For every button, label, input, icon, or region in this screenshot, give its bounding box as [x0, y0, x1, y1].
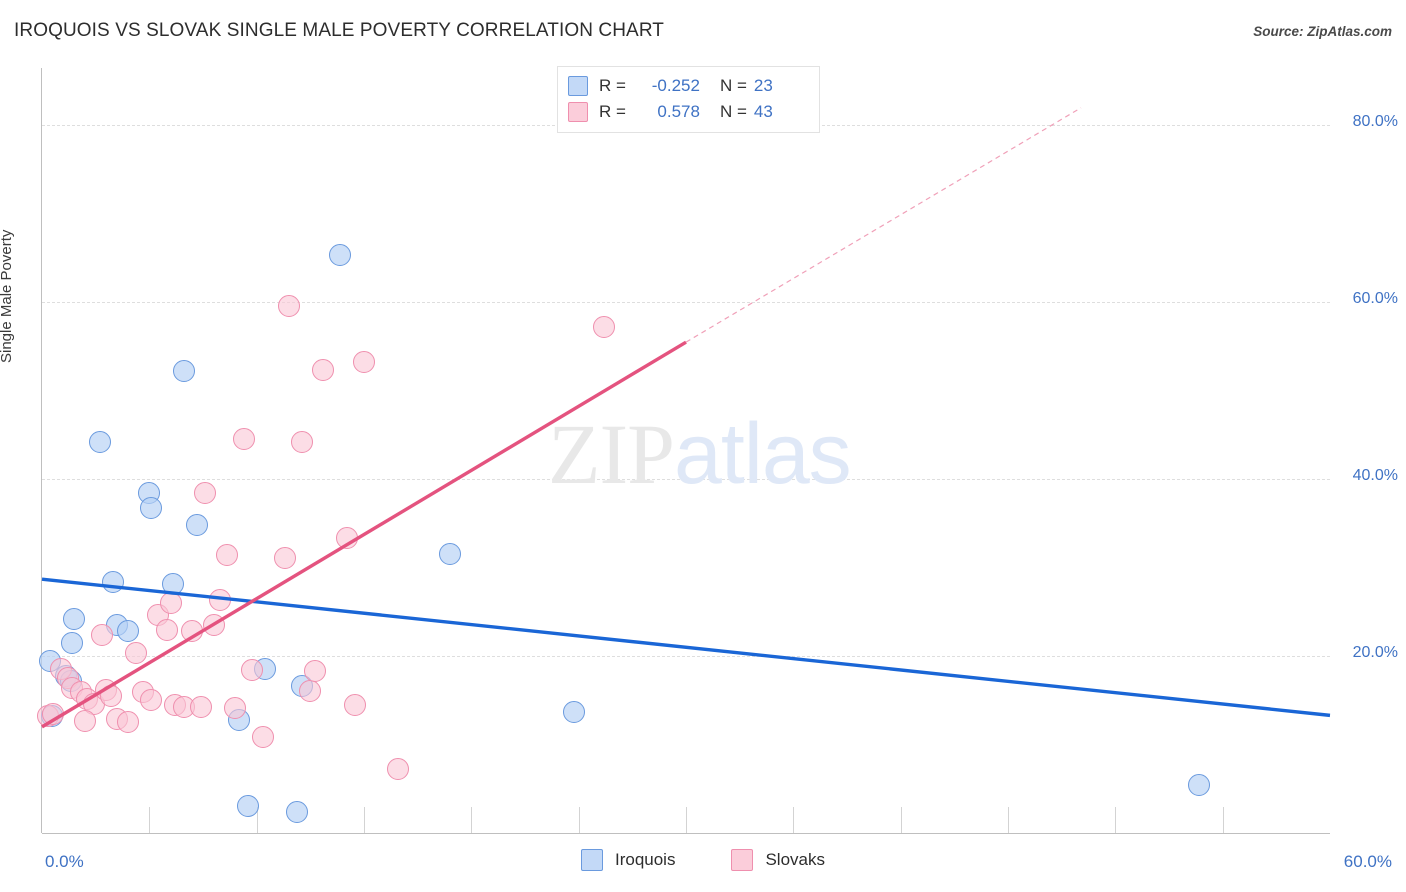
- data-point-slovaks[interactable]: [593, 316, 616, 339]
- x-axis-tick: [686, 807, 687, 833]
- data-point-iroquois[interactable]: [88, 431, 111, 454]
- stats-r-value-iroquois: -0.252: [651, 76, 700, 95]
- x-axis-tick: [900, 807, 902, 833]
- data-point-slovaks[interactable]: [181, 620, 204, 643]
- data-point-slovaks[interactable]: [273, 546, 296, 569]
- stats-n-value-iroquois: 23: [753, 76, 773, 95]
- x-axis-line: [42, 833, 1330, 834]
- data-point-iroquois[interactable]: [438, 542, 461, 565]
- data-point-slovaks[interactable]: [299, 680, 322, 703]
- x-axis-tick: [256, 807, 258, 833]
- trend-line-iroquois: [41, 577, 1331, 718]
- legend-label-slovaks: Slovaks: [765, 850, 825, 869]
- swatch-slovaks-icon: [568, 102, 588, 122]
- data-point-iroquois[interactable]: [237, 795, 260, 818]
- legend-item-slovaks[interactable]: Slovaks: [731, 849, 825, 871]
- legend-swatch-slovaks-icon: [731, 849, 754, 871]
- stats-n-value-slovaks: 43: [753, 102, 773, 121]
- data-point-slovaks[interactable]: [335, 526, 358, 549]
- stats-row-slovaks: R = 0.578 N = 43: [568, 99, 809, 125]
- data-point-slovaks[interactable]: [99, 684, 122, 707]
- series-legend: Iroquois Slovaks: [0, 849, 1406, 871]
- plot-area: [37, 68, 1331, 833]
- legend-swatch-iroquois-icon: [580, 849, 603, 871]
- data-point-iroquois[interactable]: [172, 360, 195, 383]
- trend-line-slovaks: [41, 340, 687, 729]
- data-point-slovaks[interactable]: [155, 618, 178, 641]
- y-tick-label: 40.0%: [1352, 467, 1398, 485]
- x-axis-tick: [1008, 807, 1009, 833]
- data-point-iroquois[interactable]: [63, 607, 86, 630]
- x-axis-tick: [471, 807, 473, 833]
- gridline: [42, 656, 1330, 658]
- x-tick-label-max: 60.0%: [1343, 852, 1392, 871]
- data-point-iroquois[interactable]: [563, 700, 586, 723]
- legend-label-iroquois: Iroquois: [614, 850, 676, 869]
- data-point-slovaks[interactable]: [215, 544, 238, 567]
- y-tick-label: 20.0%: [1352, 644, 1398, 662]
- x-axis-tick: [1115, 807, 1117, 833]
- data-point-slovaks[interactable]: [189, 696, 212, 719]
- correlation-stats-box: R = -0.252 N = 23 R = 0.578 N = 43: [557, 66, 820, 133]
- data-point-slovaks[interactable]: [353, 350, 375, 373]
- data-point-slovaks[interactable]: [125, 642, 148, 665]
- stats-r-label-iroquois: R =: [599, 76, 626, 95]
- data-point-iroquois[interactable]: [61, 631, 84, 654]
- x-axis-tick: [793, 807, 795, 833]
- data-point-slovaks[interactable]: [290, 431, 313, 454]
- y-tick-label: 60.0%: [1352, 290, 1398, 308]
- trend-line-extrapolated-slovaks: [685, 107, 1082, 343]
- data-point-iroquois[interactable]: [1188, 774, 1211, 797]
- data-point-slovaks[interactable]: [140, 689, 163, 712]
- data-point-slovaks[interactable]: [344, 693, 367, 716]
- data-point-iroquois[interactable]: [140, 496, 163, 519]
- data-point-slovaks[interactable]: [194, 482, 217, 505]
- x-axis-tick: [364, 807, 365, 833]
- x-axis-tick: [149, 807, 151, 833]
- data-point-slovaks[interactable]: [387, 758, 410, 781]
- legend-item-iroquois[interactable]: Iroquois: [580, 849, 676, 871]
- data-point-slovaks[interactable]: [209, 589, 232, 612]
- data-point-slovaks[interactable]: [303, 660, 326, 683]
- source-attribution: Source: ZipAtlas.com: [1253, 24, 1392, 39]
- stats-n-label-iroquois: N =: [719, 76, 747, 95]
- data-point-slovaks[interactable]: [159, 592, 182, 615]
- data-point-iroquois[interactable]: [329, 243, 352, 266]
- data-point-slovaks[interactable]: [73, 709, 96, 732]
- stats-r-value-slovaks: 0.578: [657, 102, 700, 121]
- x-axis-tick: [1222, 807, 1224, 833]
- data-point-slovaks[interactable]: [312, 359, 335, 382]
- y-axis-label: Single Male Poverty: [0, 229, 15, 363]
- data-point-slovaks[interactable]: [116, 711, 139, 734]
- gridline: [42, 479, 1330, 481]
- stats-row-iroquois: R = -0.252 N = 23: [568, 73, 809, 99]
- data-point-iroquois[interactable]: [101, 570, 124, 593]
- data-point-iroquois[interactable]: [116, 620, 139, 643]
- y-tick-label: 80.0%: [1352, 113, 1398, 131]
- data-point-slovaks[interactable]: [232, 428, 255, 451]
- swatch-iroquois-icon: [568, 76, 588, 96]
- data-point-iroquois[interactable]: [286, 800, 309, 823]
- x-tick-label-min: 0.0%: [45, 852, 84, 871]
- data-point-slovaks[interactable]: [252, 726, 275, 749]
- data-point-slovaks[interactable]: [277, 294, 300, 317]
- data-point-slovaks[interactable]: [91, 623, 114, 646]
- stats-n-label-slovaks: N =: [719, 102, 747, 121]
- page-title: IROQUOIS VS SLOVAK SINGLE MALE POVERTY C…: [14, 20, 665, 41]
- stats-r-label-slovaks: R =: [599, 102, 626, 121]
- gridline: [42, 302, 1330, 304]
- data-point-iroquois[interactable]: [185, 514, 208, 537]
- x-axis-tick: [578, 807, 580, 833]
- data-point-slovaks[interactable]: [202, 614, 225, 637]
